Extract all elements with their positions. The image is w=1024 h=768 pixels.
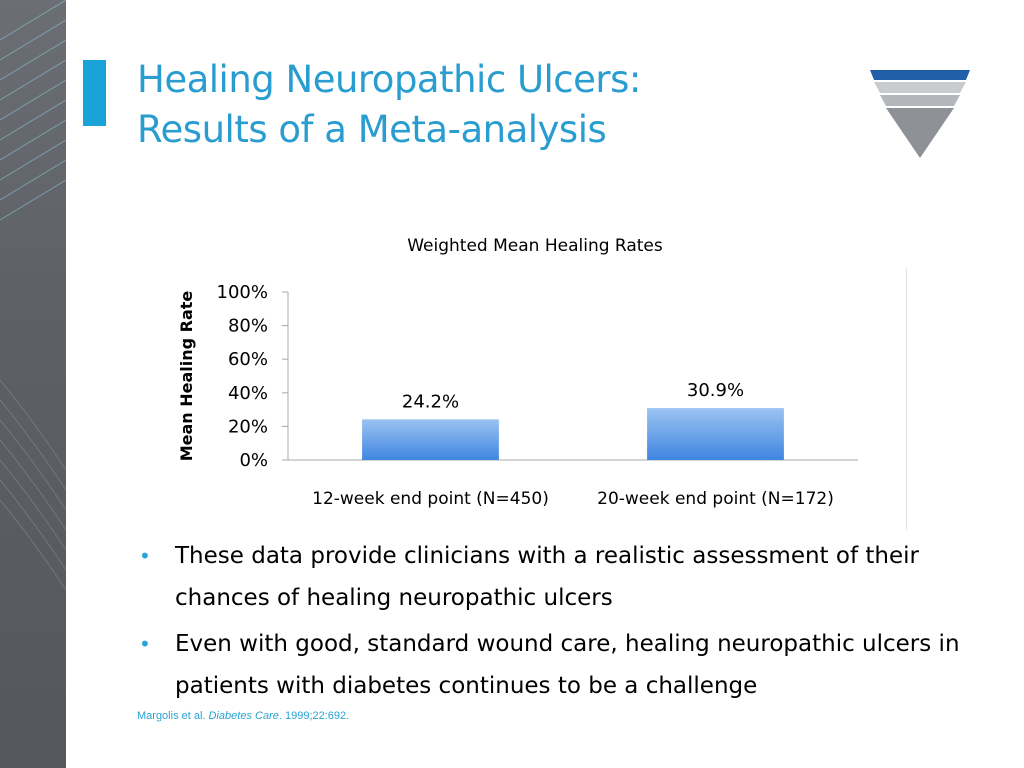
- bullet-text: These data provide clinicians with a rea…: [175, 543, 919, 611]
- bar-data-label: 24.2%: [402, 391, 459, 412]
- company-logo: [870, 70, 970, 158]
- chart-divider: [906, 268, 907, 530]
- bar-data-label: 30.9%: [687, 380, 744, 401]
- slide-title: Healing Neuropathic Ulcers: Results of a…: [137, 55, 837, 155]
- y-tick-label: 40%: [228, 383, 268, 404]
- y-tick-label: 20%: [228, 416, 268, 437]
- chart-title: Weighted Mean Healing Rates: [407, 236, 663, 256]
- title-line-1: Healing Neuropathic Ulcers:: [137, 58, 641, 101]
- bullet-text: Even with good, standard wound care, hea…: [175, 631, 960, 699]
- bullet-item: • Even with good, standard wound care, he…: [135, 623, 1005, 707]
- citation: Margolis et al. Diabetes Care. 1999;22:6…: [137, 710, 349, 722]
- title-line-2: Results of a Meta-analysis: [137, 108, 607, 151]
- bar: [647, 408, 784, 460]
- citation-details: . 1999;22:692.: [278, 710, 350, 722]
- decorative-side-strip: [0, 0, 66, 768]
- bullet-list: • These data provide clinicians with a re…: [135, 535, 1005, 711]
- y-tick-label: 80%: [228, 316, 268, 337]
- y-tick-label: 0%: [239, 450, 268, 471]
- bullet-item: • These data provide clinicians with a re…: [135, 535, 1005, 619]
- bar-chart: 0% 20% 40% 60% 80% 100% Mean Healing Rate 24.2%…: [160, 270, 920, 530]
- y-axis-title: Mean Healing Rate: [177, 291, 196, 462]
- citation-authors: Margolis et al.: [137, 710, 206, 722]
- x-category-label: 12-week end point (N=450): [312, 489, 549, 509]
- bullet-dot-icon: •: [139, 544, 151, 568]
- y-tick-label: 60%: [228, 349, 268, 370]
- title-accent-bar: [83, 60, 106, 126]
- citation-journal: Diabetes Care: [208, 710, 279, 722]
- y-tick-label: 100%: [217, 282, 268, 303]
- bar: [362, 419, 499, 460]
- bullet-dot-icon: •: [139, 632, 151, 656]
- bar-chart-svg: 0% 20% 40% 60% 80% 100% Mean Healing Rate 24.2%…: [177, 282, 858, 509]
- x-category-label: 20-week end point (N=172): [597, 489, 834, 509]
